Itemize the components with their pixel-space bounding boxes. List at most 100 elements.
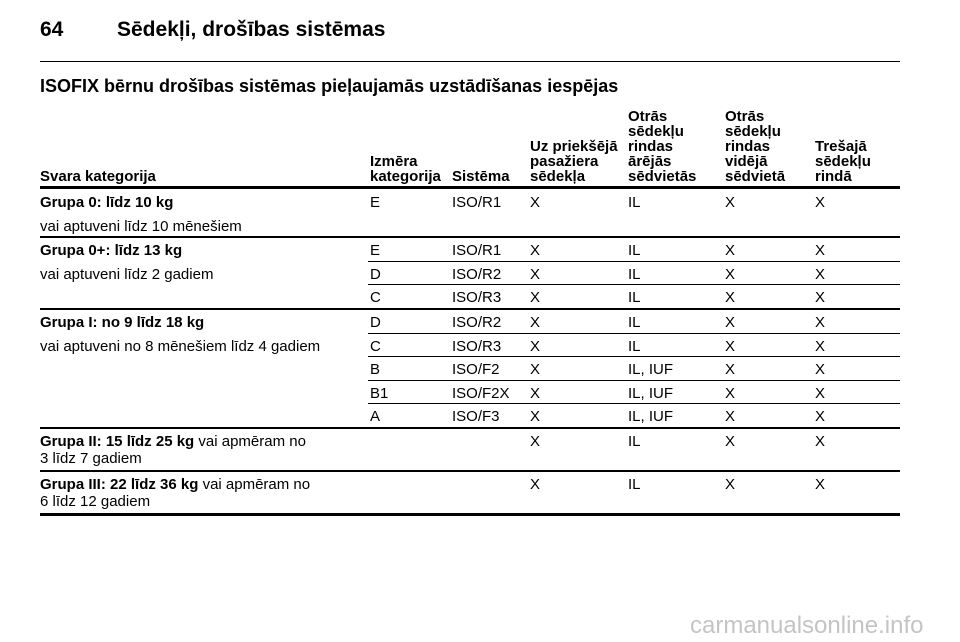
table-cell: X [725, 476, 736, 493]
table-cell: ISO/R1 [452, 194, 502, 211]
table-cell: X [530, 337, 541, 355]
table-cell: A [370, 408, 381, 426]
table-cell: E [370, 194, 381, 211]
table-cell: IL [628, 337, 641, 355]
row-rule [368, 380, 900, 381]
table-cell: X [530, 433, 541, 450]
group-description: vai aptuveni līdz 10 mēnešiem [40, 217, 242, 235]
table-cell: X [725, 314, 736, 331]
table-cell: X [530, 476, 541, 493]
group-title: Grupa II: 15 līdz 25 kg vai apmēram no 3… [40, 433, 370, 467]
page-number: 64 [40, 18, 64, 41]
table-cell: X [815, 476, 826, 493]
group-title: Grupa 0+: līdz 13 kg [40, 242, 370, 259]
table-cell: IL [628, 289, 641, 307]
group-weight: Grupa 0: līdz 10 kg [40, 194, 174, 211]
group-rule [40, 427, 900, 429]
row-rule [368, 403, 900, 404]
table-cell: IL [628, 265, 641, 283]
table-cell: X [725, 384, 736, 402]
table-cell: X [530, 289, 541, 307]
group-weight: Grupa III: 22 līdz 36 kg [40, 476, 199, 493]
group-rule [40, 308, 900, 310]
group-description: vai apmēram no 3 līdz 7 gadiem [40, 433, 306, 467]
group-description: vai aptuveni no 8 mēnešiem līdz 4 gadiem [40, 337, 321, 355]
group-rule [40, 513, 900, 516]
table-cell: ISO/R3 [452, 337, 502, 355]
table-cell: X [725, 337, 736, 355]
table-cell: C [370, 337, 381, 355]
table-cell: X [725, 265, 736, 283]
table-cell: IL [628, 194, 641, 211]
row-rule [368, 261, 900, 262]
column-header: Trešajā sēdekļu rindā [815, 138, 871, 185]
table-cell: X [815, 194, 826, 211]
table-cell: X [815, 265, 826, 283]
table-cell: ISO/R2 [452, 314, 502, 331]
table-cell: D [370, 265, 381, 283]
table-cell: X [725, 361, 736, 379]
column-header: Otrās sēdekļu rindas vidējā sēdvietā [725, 108, 786, 185]
table-cell: E [370, 242, 381, 260]
table-cell: X [815, 361, 826, 379]
column-header: Uz priekšējā pasažiera sēdekļa [530, 138, 618, 185]
group-description: vai aptuveni līdz 2 gadiem [40, 265, 214, 283]
group-title: Grupa 0: līdz 10 kg [40, 194, 370, 211]
table-cell: IL [628, 242, 641, 260]
header-rule [40, 186, 900, 189]
column-header: Sistēma [452, 168, 510, 185]
table-cell: IL, IUF [628, 384, 674, 402]
group-weight: Grupa II: 15 līdz 25 kg [40, 433, 195, 450]
group-description: vai apmēram no 6 līdz 12 gadiem [40, 476, 311, 510]
table-cell: X [725, 242, 736, 260]
table-cell: X [530, 384, 541, 402]
table-cell: X [530, 314, 541, 331]
table-cell: X [530, 242, 541, 260]
group-rule [40, 236, 900, 238]
table-cell: X [815, 384, 826, 402]
column-header: Svara kategorija [40, 168, 156, 185]
table-cell: X [725, 289, 736, 307]
group-weight: Grupa I: no 9 līdz 18 kg [40, 314, 205, 331]
table-cell: X [725, 408, 736, 426]
watermark: carmanualsonline.info [690, 612, 924, 639]
section-title: ISOFIX bērnu drošības sistēmas pieļaujam… [40, 76, 619, 96]
table-cell: X [725, 433, 736, 450]
group-weight: Grupa 0+: līdz 13 kg [40, 242, 183, 260]
table-cell: X [815, 337, 826, 355]
table-cell: ISO/R3 [452, 289, 502, 307]
table-cell: B [370, 361, 381, 379]
table-cell: IL [628, 314, 641, 331]
table-cell: ISO/R2 [452, 265, 502, 283]
table-cell: X [815, 433, 826, 450]
table-cell: X [725, 194, 736, 211]
group-title: Grupa III: 22 līdz 36 kg vai apmēram no … [40, 476, 370, 510]
table-cell: ISO/F2X [452, 384, 510, 402]
page-title: Sēdekļi, drošības sistēmas [117, 18, 386, 41]
table-cell: ISO/F3 [452, 408, 500, 426]
table-cell: B1 [370, 384, 389, 402]
table-cell: ISO/R1 [452, 242, 502, 260]
group-title: Grupa I: no 9 līdz 18 kg [40, 314, 370, 331]
table-cell: X [815, 289, 826, 307]
table-cell: X [530, 408, 541, 426]
row-rule [368, 333, 900, 334]
table-cell: X [815, 408, 826, 426]
group-rule [40, 470, 900, 472]
table-cell: IL [628, 476, 641, 493]
table-cell: X [530, 361, 541, 379]
table-cell: ISO/F2 [452, 361, 500, 379]
header-rule [40, 61, 900, 62]
table-cell: X [530, 265, 541, 283]
row-rule [368, 284, 900, 285]
table-cell: X [530, 194, 541, 211]
table-cell: IL [628, 433, 641, 450]
table-cell: IL, IUF [628, 361, 674, 379]
column-header: Otrās sēdekļu rindas ārējās sēdvietās [628, 108, 697, 185]
row-rule [368, 356, 900, 357]
table-cell: C [370, 289, 381, 307]
table-cell: D [370, 314, 381, 331]
column-header: Izmēra kategorija [370, 153, 441, 185]
table-cell: IL, IUF [628, 408, 674, 426]
